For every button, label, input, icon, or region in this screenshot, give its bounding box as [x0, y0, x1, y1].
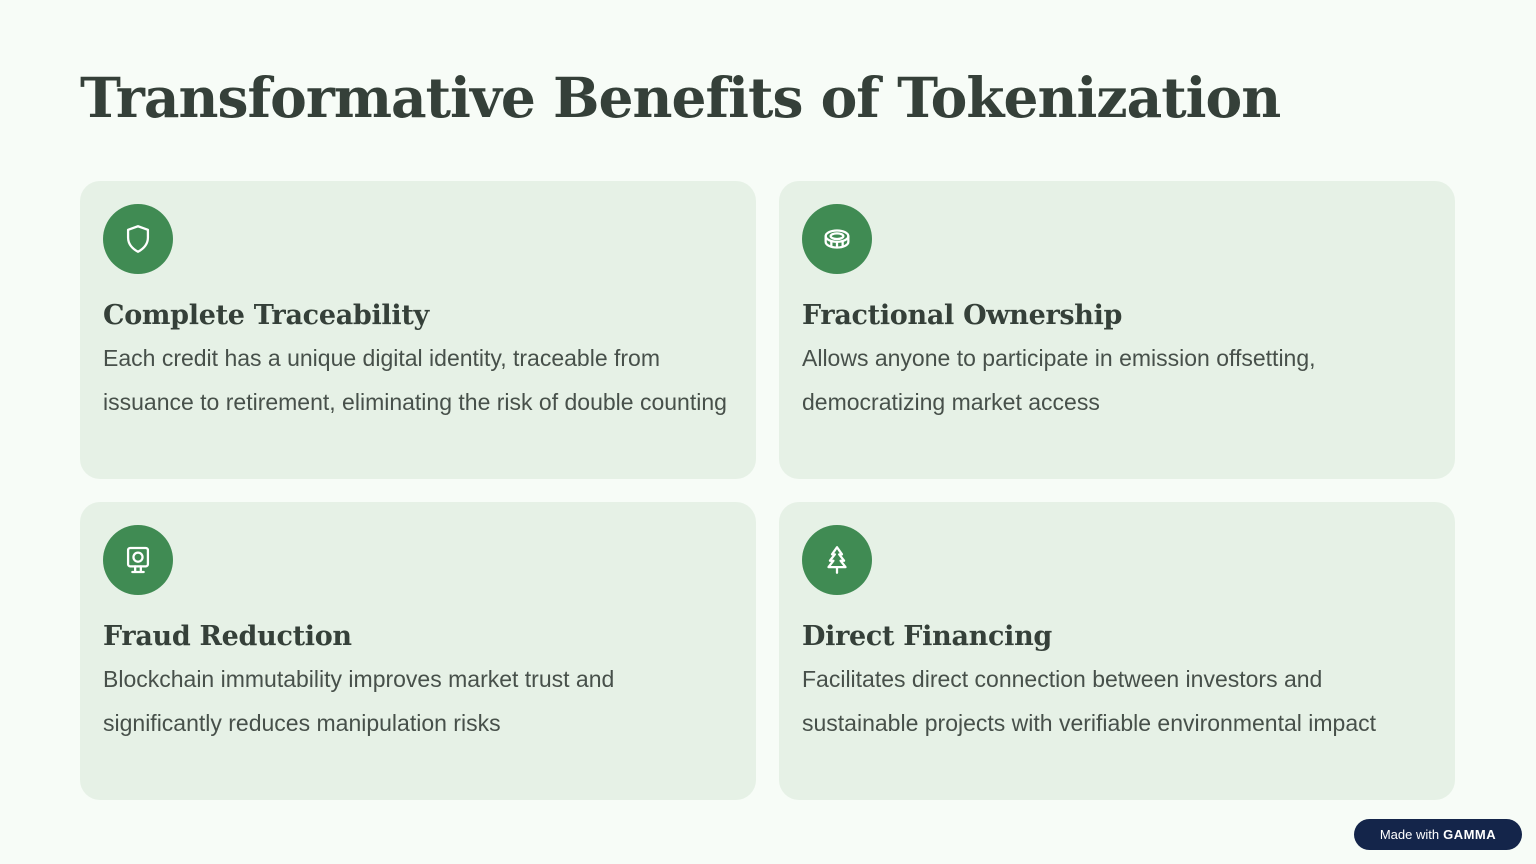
card-complete-traceability: Complete Traceability Each credit has a … [80, 181, 756, 479]
badge-prefix: Made with [1379, 827, 1440, 842]
card-fractional-ownership: Fractional Ownership Allows anyone to pa… [779, 181, 1455, 479]
coin-icon [802, 204, 872, 274]
card-description: Allows anyone to participate in emission… [802, 345, 1316, 415]
card-direct-financing: Direct Financing Facilitates direct conn… [779, 502, 1455, 800]
card-title: Direct Financing [802, 621, 1052, 652]
made-with-gamma-badge[interactable]: Made with GAMMA [1354, 819, 1522, 850]
card-title: Fraud Reduction [103, 621, 352, 652]
page-title: Transformative Benefits of Tokenization [80, 65, 1281, 130]
card-description: Facilitates direct connection between in… [802, 666, 1377, 736]
card-title: Fractional Ownership [802, 300, 1123, 331]
card-title: Complete Traceability [103, 300, 429, 331]
shield-icon [103, 204, 173, 274]
tree-icon [802, 525, 872, 595]
gamma-logo: GAMMA [1443, 827, 1497, 842]
card-fraud-reduction: Fraud Reduction Blockchain immutability … [80, 502, 756, 800]
card-description: Each credit has a unique digital identit… [103, 345, 727, 415]
card-description: Blockchain immutability improves market … [103, 666, 615, 736]
monitor-icon [103, 525, 173, 595]
